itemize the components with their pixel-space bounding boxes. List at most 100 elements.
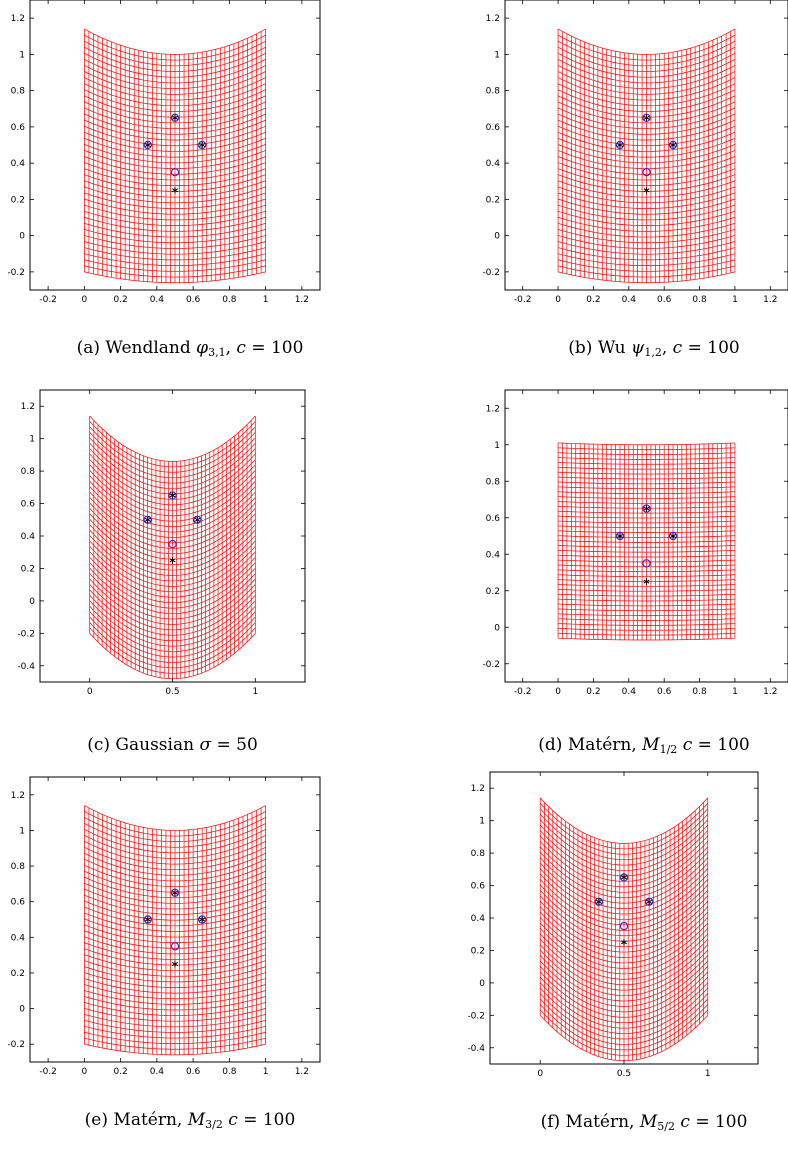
- y-tick-label: 0: [29, 597, 35, 607]
- grid-line-horizontal: [84, 805, 266, 831]
- x-tick-label: -0.2: [39, 1067, 57, 1077]
- grid-line-horizontal: [84, 960, 266, 977]
- grid-line-horizontal: [84, 229, 266, 244]
- grid-line-horizontal: [89, 595, 256, 642]
- source-point-star: [646, 898, 653, 905]
- grid-line-horizontal: [89, 486, 256, 533]
- y-tick-label: 0: [479, 979, 485, 989]
- grid-line-horizontal: [84, 186, 266, 204]
- grid-line-horizontal: [89, 535, 256, 582]
- target-point-circle: [615, 140, 625, 150]
- source-point-star: [643, 114, 650, 122]
- y-tick-label: 0.2: [471, 946, 485, 956]
- target-point-circle: [143, 515, 152, 524]
- x-tick-label: 0.6: [657, 295, 672, 305]
- grid-line-horizontal: [89, 437, 256, 484]
- grid-line-horizontal: [89, 584, 256, 631]
- grid-line-horizontal: [84, 894, 266, 915]
- y-tick-label: 0: [19, 232, 25, 242]
- x-tick-label: 1: [732, 687, 738, 697]
- grid-line-horizontal: [89, 622, 256, 669]
- y-tick-label: 0.2: [11, 969, 25, 979]
- grid-line-horizontal: [539, 797, 709, 844]
- y-tick-label: 0: [494, 623, 500, 633]
- grid-line-horizontal: [558, 491, 735, 494]
- grid-line-horizontal: [539, 955, 709, 1002]
- grid-line-horizontal: [89, 605, 256, 652]
- grid-line-horizontal: [84, 156, 266, 175]
- deformation-grid: [84, 805, 266, 1056]
- grid-line-horizontal: [557, 89, 736, 112]
- star-stroke: [199, 142, 206, 148]
- figure-a: -0.2 0 0.2 0.4 0.6 0.8 1 1.2 -0.2 0 0.2 0.4 0.6 0.8 1 1…: [0, 0, 380, 380]
- grid-line-horizontal: [84, 210, 266, 227]
- grid-line-horizontal: [539, 944, 709, 991]
- y-tick-label: 0.8: [486, 477, 501, 487]
- grid-line-horizontal: [539, 884, 709, 931]
- grid-line-horizontal: [89, 578, 256, 625]
- y-tick-label: 1: [29, 435, 35, 445]
- target-point-circle: [197, 915, 207, 924]
- grid-line-horizontal: [558, 618, 735, 621]
- grid-line-horizontal: [539, 841, 709, 888]
- grid-line-horizontal: [539, 922, 709, 969]
- grid-line-horizontal: [84, 1019, 266, 1033]
- x-tick-label: 0.6: [186, 295, 201, 305]
- grid-line-horizontal: [84, 1008, 266, 1022]
- grid-line-horizontal: [89, 567, 256, 614]
- deformation-grid: [84, 28, 266, 284]
- grid-line-horizontal: [84, 888, 266, 910]
- grid-line-horizontal: [84, 192, 266, 209]
- source-point-star: [199, 916, 206, 923]
- y-tick-label: 1: [494, 50, 500, 60]
- source-point-star: [670, 532, 677, 540]
- grid-line-horizontal: [84, 107, 266, 129]
- deformation-grid: [89, 415, 256, 680]
- caption-value: 100: [707, 338, 740, 358]
- grid-line-horizontal: [557, 40, 736, 67]
- grid-line-horizontal: [539, 852, 709, 899]
- grid-line-horizontal: [89, 600, 256, 647]
- grid-line-horizontal: [557, 247, 736, 261]
- grid-line-horizontal: [89, 518, 256, 565]
- x-tick-label: 0: [555, 295, 561, 305]
- grid-line-horizontal: [84, 978, 266, 994]
- y-tick-label: 1.2: [486, 14, 500, 24]
- figure-d: -0.2 0 0.2 0.4 0.6 0.8 1 1.2 -0.2 0 0.2 0.4 0.6 0.8 1 1…: [400, 385, 788, 770]
- caption-b: (b) Wu ψ1,2, c = 100: [568, 338, 740, 359]
- grid-line-horizontal: [84, 906, 266, 927]
- grid-line-horizontal: [557, 259, 736, 272]
- grid-line-horizontal: [557, 168, 736, 187]
- grid-line-horizontal: [89, 415, 256, 462]
- grid-line-horizontal: [84, 876, 266, 899]
- x-tick-label: 0.2: [586, 687, 600, 697]
- x-tick-label: 0.2: [586, 295, 600, 305]
- grid-line-horizontal: [539, 808, 709, 855]
- x-tick-label: 0.4: [150, 295, 165, 305]
- grid-line-horizontal: [557, 65, 736, 89]
- y-tick-label: 1: [19, 826, 25, 836]
- grid-line-horizontal: [539, 917, 709, 964]
- x-tick-label: 0.8: [222, 295, 237, 305]
- grid-line-horizontal: [84, 65, 266, 89]
- x-tick-label: 0.6: [186, 1067, 201, 1077]
- caption-symbol: M: [642, 735, 660, 755]
- y-tick-label: 0: [19, 1005, 25, 1015]
- x-tick-label: 1.2: [295, 1067, 309, 1077]
- x-tick-label: 0.5: [617, 1069, 631, 1079]
- grid-line-horizontal: [539, 998, 709, 1045]
- star-stroke: [670, 142, 677, 148]
- deformation-grid: [539, 797, 709, 1062]
- grid-line-horizontal: [89, 508, 256, 555]
- grid-line-horizontal: [84, 1014, 266, 1028]
- caption-value: 100: [717, 735, 750, 755]
- y-tick-label: 1.2: [486, 404, 500, 414]
- grid-line-horizontal: [539, 890, 709, 937]
- grid-line-horizontal: [558, 466, 735, 470]
- caption-param: c: [672, 338, 683, 358]
- grid-line-horizontal: [84, 1043, 266, 1056]
- grid-line-horizontal: [557, 113, 736, 135]
- grid-line-horizontal: [84, 59, 266, 84]
- grid-line-horizontal: [89, 589, 256, 636]
- grid-line-horizontal: [89, 502, 256, 549]
